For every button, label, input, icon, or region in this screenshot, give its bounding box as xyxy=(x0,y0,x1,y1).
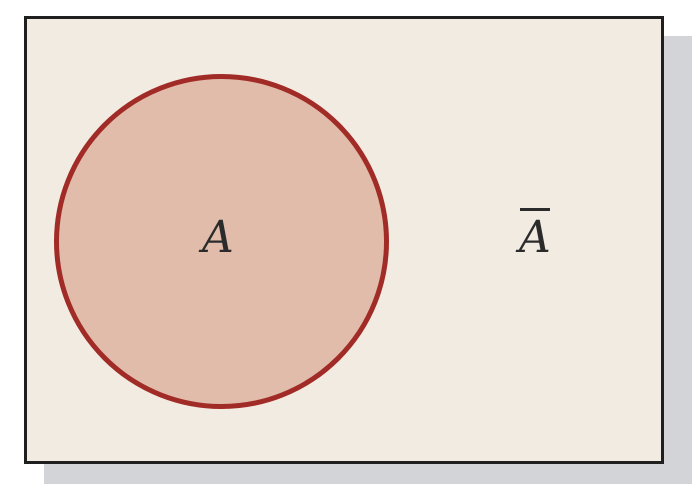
complement-overbar xyxy=(520,208,550,211)
set-a-label: A xyxy=(202,212,234,263)
complement-label-wrapper: A xyxy=(519,208,551,260)
complement-label: A xyxy=(519,212,551,263)
set-a-circle xyxy=(54,74,389,409)
